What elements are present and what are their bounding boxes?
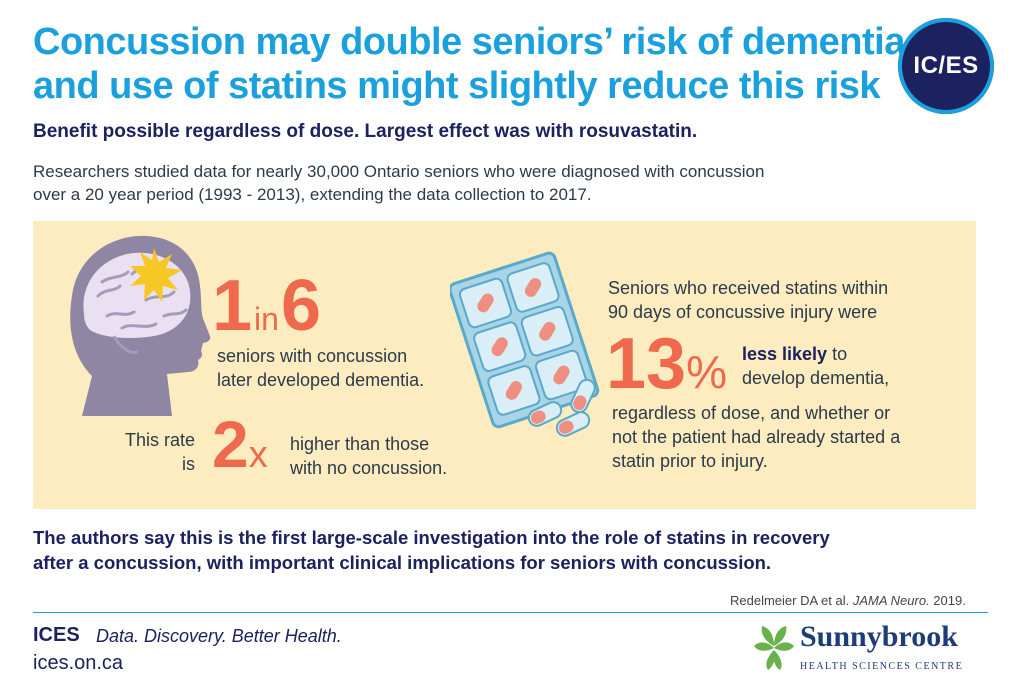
- citation-journal: JAMA Neuro.: [852, 593, 930, 608]
- statin-detail-line-2: not the patient had already started a: [612, 427, 901, 447]
- ratio-num: 1: [212, 266, 253, 346]
- ratio-stat: 1in6: [212, 270, 321, 362]
- citation-authors: Redelmeier DA et al.: [730, 593, 853, 608]
- footer-divider: [33, 612, 988, 613]
- intro-text: Researchers studied data for nearly 30,0…: [33, 160, 893, 206]
- rate-label-line-1: This rate: [124, 430, 195, 450]
- pill-blister-icon: [450, 251, 600, 437]
- starburst-icon: [130, 248, 182, 302]
- conclusion-line-2: after a concussion, with important clini…: [33, 552, 772, 573]
- multiplier-num: 2: [212, 407, 249, 481]
- footer-url[interactable]: ices.on.ca: [33, 652, 124, 674]
- statin-detail-line-1: regardless of dose, and whether or: [612, 403, 891, 423]
- ices-logo-text: IC/ES: [913, 52, 979, 79]
- rate-label-line-2: is: [182, 454, 195, 474]
- citation: Redelmeier DA et al. JAMA Neuro. 2019.: [730, 593, 966, 608]
- multiplier-description: higher than those with no concussion.: [290, 432, 510, 480]
- multiplier-desc-line-1: higher than those: [290, 434, 430, 454]
- page-title: Concussion may double seniors’ risk of d…: [33, 20, 915, 108]
- conclusion-text: The authors say this is the first large-…: [33, 525, 983, 575]
- percent-stat: 13%: [606, 324, 727, 424]
- ices-logo: IC/ES: [898, 18, 994, 114]
- less-likely-rest: to: [827, 344, 848, 364]
- statin-detail: regardless of dose, and whether or not t…: [612, 401, 952, 473]
- title-line-2: and use of statins might slightly reduce…: [33, 65, 881, 107]
- ratio-desc-line-1: seniors with concussion: [217, 346, 408, 366]
- statin-intro-line-1: Seniors who received statins within: [608, 278, 889, 298]
- ratio-desc-line-2: later developed dementia.: [217, 370, 425, 390]
- footer-brand: ICES: [33, 624, 80, 646]
- multiplier-stat: 2x: [212, 408, 268, 499]
- statin-intro: Seniors who received statins within 90 d…: [608, 276, 938, 324]
- footer-tagline: Data. Discovery. Better Health.: [96, 626, 342, 646]
- capsule-icon: [527, 378, 596, 437]
- statin-detail-line-3: statin prior to injury.: [612, 451, 768, 471]
- less-likely-text: less likely to develop dementia,: [742, 342, 942, 390]
- sunnybrook-leaf-icon: [754, 626, 794, 670]
- title-line-1: Concussion may double seniors’ risk of d…: [33, 21, 915, 63]
- rate-label: This rate is: [115, 428, 195, 476]
- partner-name: Sunnybrook: [800, 620, 958, 653]
- intro-line-2: over a 20 year period (1993 - 2013), ext…: [33, 185, 592, 204]
- subtitle: Benefit possible regardless of dose. Lar…: [33, 121, 698, 142]
- partner-subtitle: HEALTH SCIENCES CENTRE: [800, 661, 964, 672]
- multiplier-desc-line-2: with no concussion.: [290, 458, 448, 478]
- ratio-in: in: [254, 301, 279, 337]
- brain-head-icon: [70, 235, 211, 416]
- percent-sign: %: [686, 346, 727, 398]
- multiplier-x: x: [248, 434, 268, 476]
- less-likely-bold: less likely: [742, 344, 828, 364]
- ratio-den: 6: [280, 266, 321, 346]
- less-likely-line-2: develop dementia,: [742, 368, 890, 388]
- percent-num: 13: [606, 324, 687, 404]
- citation-year: 2019.: [929, 593, 966, 608]
- ratio-description: seniors with concussion later developed …: [217, 344, 467, 392]
- intro-line-1: Researchers studied data for nearly 30,0…: [33, 162, 765, 181]
- conclusion-line-1: The authors say this is the first large-…: [33, 527, 830, 548]
- statin-intro-line-2: 90 days of concussive injury were: [608, 302, 878, 322]
